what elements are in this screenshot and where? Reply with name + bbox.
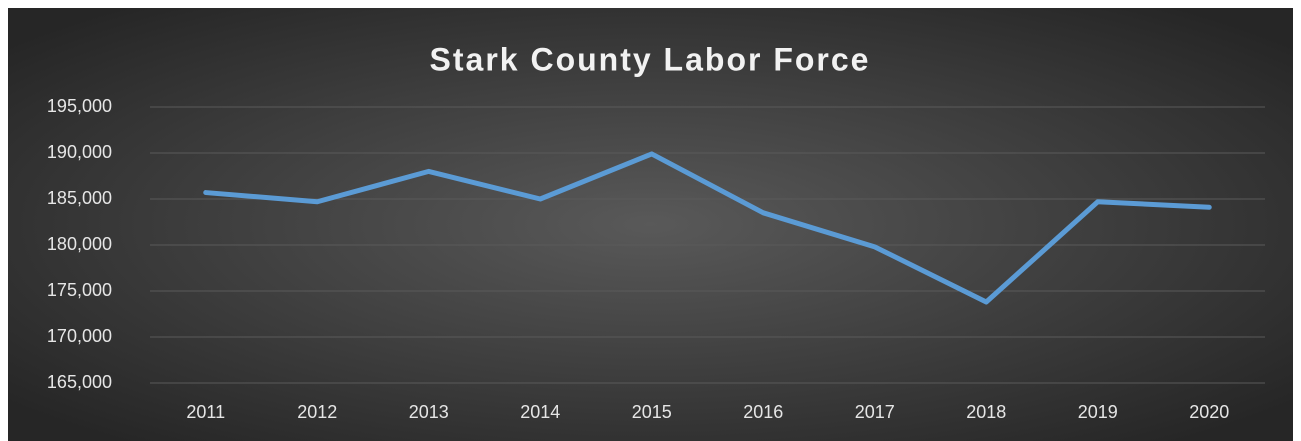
- chart-title: Stark County Labor Force: [430, 41, 871, 77]
- y-tick-label: 180,000: [47, 234, 112, 254]
- x-tick-label: 2020: [1189, 402, 1229, 422]
- y-tick-label: 195,000: [47, 96, 112, 116]
- y-tick-label: 175,000: [47, 280, 112, 300]
- x-tick-label: 2012: [297, 402, 337, 422]
- chart-background: [8, 8, 1293, 441]
- y-tick-label: 185,000: [47, 188, 112, 208]
- y-tick-label: 165,000: [47, 372, 112, 392]
- y-tick-label: 190,000: [47, 142, 112, 162]
- data-line: [203, 151, 1212, 305]
- x-tick-label: 2014: [520, 402, 560, 422]
- x-tick-label: 2015: [632, 402, 672, 422]
- x-tick-label: 2013: [409, 402, 449, 422]
- x-tick-label: 2019: [1078, 402, 1118, 422]
- x-tick-label: 2018: [966, 402, 1006, 422]
- x-tick-label: 2011: [186, 402, 225, 422]
- x-tick-label: 2016: [743, 402, 783, 422]
- y-tick-label: 170,000: [47, 326, 112, 346]
- x-tick-label: 2017: [855, 402, 895, 422]
